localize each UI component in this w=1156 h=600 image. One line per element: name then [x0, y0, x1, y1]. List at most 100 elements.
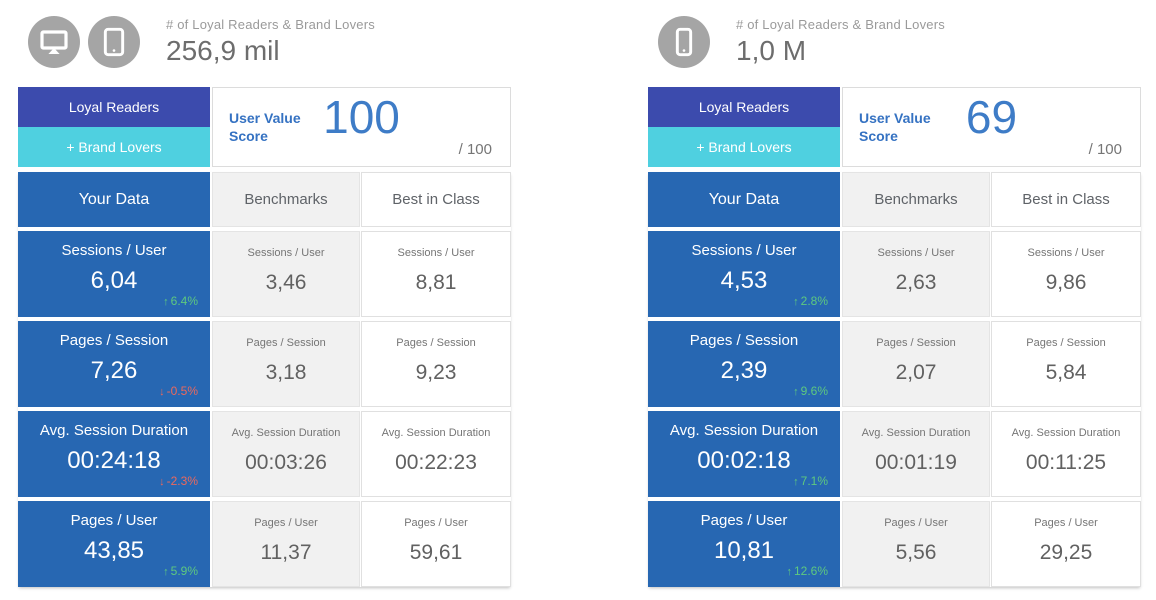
metric-title: # of Loyal Readers & Brand Lovers	[166, 17, 375, 32]
best-in-class-value: 9,23	[415, 361, 457, 384]
best-in-class-value: 5,84	[1045, 361, 1087, 384]
metric-value: 00:24:18	[67, 447, 161, 474]
header-text: # of Loyal Readers & Brand Lovers 1,0 M	[736, 17, 945, 67]
your-data-cell: Pages / User 43,85 ↑ 5.9%	[18, 501, 210, 587]
benchmark-cell: Pages / User 5,56	[842, 501, 990, 587]
device-icons	[658, 16, 710, 68]
metric-label: Pages / User	[254, 517, 318, 529]
metric-value: 43,85	[83, 537, 145, 564]
score-value: 100	[323, 91, 400, 143]
best-in-class-value: 8,81	[415, 271, 457, 294]
metric-label: Pages / User	[884, 517, 948, 529]
mobile-icon	[658, 16, 710, 68]
table-row: Pages / User 10,81 ↑ 12.6% Pages / User 5…	[648, 501, 1141, 587]
delta-badge: ↑ 2.8%	[793, 294, 828, 308]
panel-header: # of Loyal Readers & Brand Lovers 256,9 …	[18, 10, 511, 74]
panel-mobile: # of Loyal Readers & Brand Lovers 1,0 M …	[648, 10, 1141, 587]
kpi-table: Your Data Benchmarks Best in Class Sessi…	[648, 172, 1141, 587]
arrow-up-icon: ↑	[163, 566, 169, 578]
arrow-up-icon: ↑	[793, 296, 799, 308]
metric-label: Avg. Session Duration	[1011, 427, 1121, 439]
your-data-cell: Sessions / User 4,53 ↑ 2.8%	[648, 231, 840, 317]
score-denominator: / 100	[1088, 141, 1122, 158]
metric-total-value: 1,0 M	[736, 35, 807, 66]
column-header-best-in-class: Best in Class	[361, 172, 511, 227]
table-row: Pages / User 43,85 ↑ 5.9% Pages / User 11…	[18, 501, 511, 587]
segment-brand-lovers[interactable]: + Brand Lovers	[648, 127, 840, 167]
metric-label: Pages / User	[700, 512, 788, 529]
your-data-cell: Pages / User 10,81 ↑ 12.6%	[648, 501, 840, 587]
metric-value: 4,53	[720, 267, 768, 294]
your-data-cell: Avg. Session Duration 00:24:18 ↓ -2.3%	[18, 411, 210, 497]
best-in-class-cell: Sessions / User 9,86	[991, 231, 1141, 317]
benchmark-value: 2,07	[895, 361, 937, 384]
delta-badge: ↓ -2.3%	[159, 474, 198, 488]
segment-selector: Loyal Readers + Brand Lovers	[18, 87, 210, 167]
device-icons	[28, 16, 140, 68]
panel-header: # of Loyal Readers & Brand Lovers 1,0 M	[648, 10, 1141, 74]
benchmark-cell: Avg. Session Duration 00:03:26	[212, 411, 360, 497]
table-header-row: Your Data Benchmarks Best in Class	[648, 172, 1141, 227]
benchmark-value: 3,46	[265, 271, 307, 294]
metric-label: Sessions / User	[691, 242, 797, 259]
column-header-your-data: Your Data	[18, 172, 210, 227]
metric-label: Pages / Session	[246, 337, 326, 349]
metric-label: Pages / User	[70, 512, 158, 529]
segment-loyal-readers[interactable]: Loyal Readers	[18, 87, 210, 127]
arrow-up-icon: ↑	[793, 476, 799, 488]
metric-label: Pages / Session	[59, 332, 169, 349]
benchmark-value: 00:03:26	[245, 451, 327, 474]
metric-label: Avg. Session Duration	[231, 427, 341, 439]
delta-value: 12.6%	[793, 564, 828, 578]
benchmark-value: 5,56	[895, 541, 937, 564]
delta-value: 7.1%	[800, 474, 828, 488]
metric-title: # of Loyal Readers & Brand Lovers	[736, 17, 945, 32]
metric-label: Pages / Session	[689, 332, 799, 349]
benchmark-cell: Pages / Session 2,07	[842, 321, 990, 407]
segment-brand-lovers[interactable]: + Brand Lovers	[18, 127, 210, 167]
delta-badge: ↓ -0.5%	[159, 384, 198, 398]
table-row: Sessions / User 4,53 ↑ 2.8% Sessions / Us…	[648, 231, 1141, 317]
best-in-class-value: 9,86	[1045, 271, 1087, 294]
best-in-class-cell: Pages / Session 9,23	[361, 321, 511, 407]
table-row: Avg. Session Duration 00:02:18 ↑ 7.1% Avg…	[648, 411, 1141, 497]
best-in-class-cell: Avg. Session Duration 00:11:25	[991, 411, 1141, 497]
arrow-up-icon: ↑	[163, 296, 169, 308]
best-in-class-cell: Pages / Session 5,84	[991, 321, 1141, 407]
metric-label: Pages / User	[1034, 517, 1098, 529]
best-in-class-value: 00:22:23	[395, 451, 477, 474]
delta-value: 5.9%	[170, 564, 198, 578]
delta-badge: ↑ 6.4%	[163, 294, 198, 308]
metric-label: Pages / Session	[396, 337, 476, 349]
delta-value: -2.3%	[166, 474, 198, 488]
arrow-down-icon: ↓	[159, 476, 165, 488]
benchmark-value: 2,63	[895, 271, 937, 294]
column-header-best-in-class: Best in Class	[991, 172, 1141, 227]
best-in-class-cell: Sessions / User 8,81	[361, 231, 511, 317]
score-label: User Value Score	[229, 109, 301, 144]
best-in-class-value: 59,61	[409, 541, 463, 564]
arrow-up-icon: ↑	[793, 386, 799, 398]
benchmark-cell: Avg. Session Duration 00:01:19	[842, 411, 990, 497]
kpi-table: Your Data Benchmarks Best in Class Sessi…	[18, 172, 511, 587]
metric-value: 6,04	[90, 267, 138, 294]
metric-label: Avg. Session Duration	[39, 422, 189, 439]
delta-badge: ↑ 9.6%	[793, 384, 828, 398]
column-header-benchmarks: Benchmarks	[212, 172, 360, 227]
user-value-score-card: User Value Score 100 / 100	[212, 87, 511, 167]
segment-loyal-readers[interactable]: Loyal Readers	[648, 87, 840, 127]
metric-label: Pages / Session	[1026, 337, 1106, 349]
metric-total-value: 256,9 mil	[166, 35, 280, 66]
your-data-cell: Sessions / User 6,04 ↑ 6.4%	[18, 231, 210, 317]
your-data-cell: Pages / Session 2,39 ↑ 9.6%	[648, 321, 840, 407]
metric-value: 7,26	[90, 357, 138, 384]
delta-value: -0.5%	[166, 384, 198, 398]
panel-desktop-tablet: # of Loyal Readers & Brand Lovers 256,9 …	[18, 10, 511, 587]
column-header-benchmarks: Benchmarks	[842, 172, 990, 227]
benchmark-cell: Pages / Session 3,18	[212, 321, 360, 407]
metric-value: 10,81	[713, 537, 775, 564]
your-data-cell: Avg. Session Duration 00:02:18 ↑ 7.1%	[648, 411, 840, 497]
tablet-icon	[88, 16, 140, 68]
benchmark-cell: Pages / User 11,37	[212, 501, 360, 587]
table-header-row: Your Data Benchmarks Best in Class	[18, 172, 511, 227]
